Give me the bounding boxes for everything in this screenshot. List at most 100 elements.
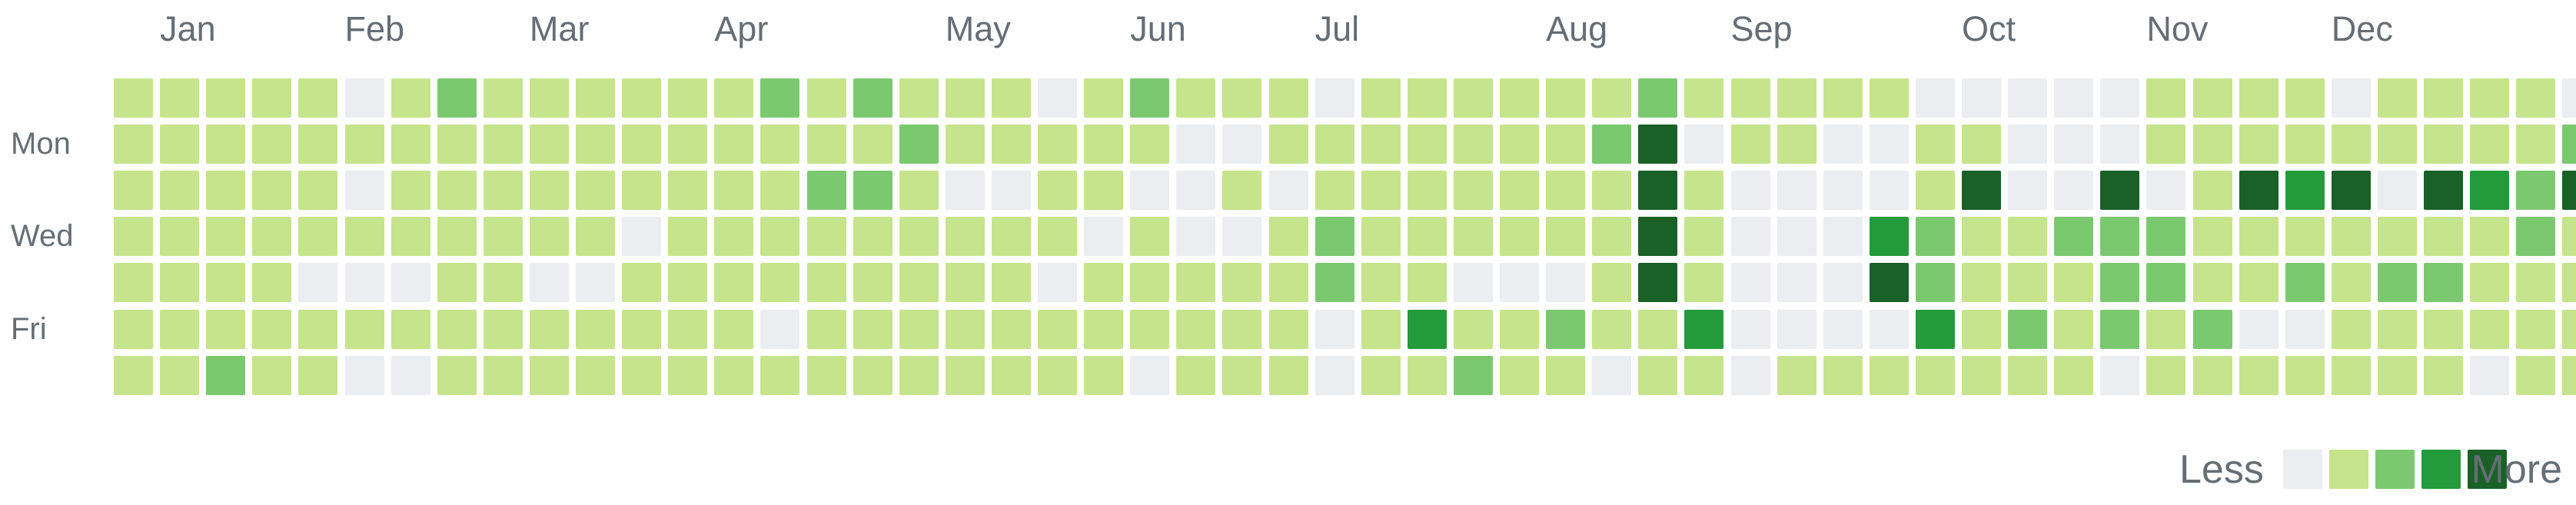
contribution-cell[interactable] — [1176, 217, 1215, 256]
contribution-cell[interactable] — [1962, 217, 2001, 256]
contribution-cell[interactable] — [1638, 217, 1677, 256]
contribution-cell[interactable] — [1084, 78, 1123, 118]
contribution-cell[interactable] — [807, 263, 846, 302]
contribution-cell[interactable] — [160, 263, 199, 302]
contribution-cell[interactable] — [2193, 125, 2232, 164]
contribution-cell[interactable] — [252, 356, 291, 395]
contribution-cell[interactable] — [2562, 356, 2576, 395]
contribution-cell[interactable] — [437, 310, 477, 349]
contribution-cell[interactable] — [1130, 356, 1169, 395]
contribution-cell[interactable] — [530, 217, 569, 256]
contribution-cell[interactable] — [2516, 125, 2555, 164]
contribution-cell[interactable] — [2146, 356, 2185, 395]
contribution-cell[interactable] — [2146, 263, 2185, 302]
contribution-cell[interactable] — [2332, 310, 2371, 349]
contribution-cell[interactable] — [298, 217, 337, 256]
contribution-cell[interactable] — [1500, 310, 1539, 349]
contribution-cell[interactable] — [345, 171, 384, 210]
contribution-cell[interactable] — [760, 310, 799, 349]
contribution-cell[interactable] — [1084, 310, 1123, 349]
contribution-cell[interactable] — [992, 217, 1031, 256]
contribution-cell[interactable] — [899, 356, 939, 395]
contribution-cell[interactable] — [1731, 263, 1770, 302]
contribution-cell[interactable] — [1823, 78, 1863, 118]
contribution-cell[interactable] — [1962, 78, 2001, 118]
contribution-cell[interactable] — [252, 125, 291, 164]
contribution-cell[interactable] — [1315, 310, 1354, 349]
contribution-cell[interactable] — [391, 310, 430, 349]
contribution-cell[interactable] — [206, 217, 245, 256]
contribution-cell[interactable] — [437, 171, 477, 210]
contribution-cell[interactable] — [1546, 310, 1585, 349]
contribution-cell[interactable] — [2562, 310, 2576, 349]
contribution-cell[interactable] — [1777, 171, 1816, 210]
contribution-cell[interactable] — [714, 78, 753, 118]
contribution-cell[interactable] — [2100, 217, 2139, 256]
contribution-cell[interactable] — [206, 356, 245, 395]
contribution-cell[interactable] — [1962, 171, 2001, 210]
contribution-cell[interactable] — [1222, 356, 1261, 395]
contribution-cell[interactable] — [530, 125, 569, 164]
contribution-cell[interactable] — [1500, 171, 1539, 210]
contribution-cell[interactable] — [1592, 263, 1631, 302]
contribution-cell[interactable] — [1731, 310, 1770, 349]
contribution-cell[interactable] — [1777, 78, 1816, 118]
contribution-cell[interactable] — [992, 263, 1031, 302]
contribution-cell[interactable] — [899, 263, 939, 302]
contribution-cell[interactable] — [1269, 263, 1308, 302]
contribution-cell[interactable] — [668, 356, 707, 395]
contribution-cell[interactable] — [853, 171, 892, 210]
contribution-cell[interactable] — [1038, 171, 1077, 210]
contribution-cell[interactable] — [668, 310, 707, 349]
contribution-cell[interactable] — [1916, 217, 1955, 256]
contribution-cell[interactable] — [1916, 125, 1955, 164]
contribution-cell[interactable] — [1592, 217, 1631, 256]
contribution-cell[interactable] — [2008, 78, 2047, 118]
contribution-cell[interactable] — [206, 310, 245, 349]
contribution-cell[interactable] — [2332, 171, 2371, 210]
contribution-cell[interactable] — [252, 171, 291, 210]
contribution-cell[interactable] — [2100, 171, 2139, 210]
contribution-cell[interactable] — [714, 217, 753, 256]
contribution-cell[interactable] — [622, 171, 661, 210]
contribution-cell[interactable] — [2378, 310, 2417, 349]
contribution-cell[interactable] — [2054, 310, 2093, 349]
contribution-cell[interactable] — [345, 217, 384, 256]
contribution-cell[interactable] — [2378, 217, 2417, 256]
contribution-cell[interactable] — [1408, 171, 1447, 210]
contribution-cell[interactable] — [1870, 217, 1909, 256]
contribution-cell[interactable] — [714, 263, 753, 302]
contribution-cell[interactable] — [2193, 263, 2232, 302]
contribution-cell[interactable] — [2054, 263, 2093, 302]
contribution-cell[interactable] — [1731, 171, 1770, 210]
contribution-cell[interactable] — [2193, 217, 2232, 256]
contribution-cell[interactable] — [1916, 263, 1955, 302]
contribution-cell[interactable] — [1684, 263, 1723, 302]
contribution-cell[interactable] — [1130, 310, 1169, 349]
contribution-cell[interactable] — [160, 125, 199, 164]
contribution-cell[interactable] — [2424, 78, 2463, 118]
contribution-cell[interactable] — [1361, 78, 1401, 118]
contribution-cell[interactable] — [2239, 78, 2279, 118]
contribution-cell[interactable] — [946, 356, 985, 395]
contribution-cell[interactable] — [2470, 217, 2509, 256]
contribution-cell[interactable] — [760, 78, 799, 118]
contribution-cell[interactable] — [853, 356, 892, 395]
contribution-cell[interactable] — [1823, 171, 1863, 210]
contribution-cell[interactable] — [1038, 263, 1077, 302]
contribution-cell[interactable] — [1546, 356, 1585, 395]
contribution-cell[interactable] — [1546, 125, 1585, 164]
contribution-cell[interactable] — [2424, 217, 2463, 256]
contribution-cell[interactable] — [576, 171, 615, 210]
contribution-cell[interactable] — [668, 171, 707, 210]
contribution-cell[interactable] — [1731, 217, 1770, 256]
contribution-cell[interactable] — [298, 263, 337, 302]
contribution-cell[interactable] — [1546, 217, 1585, 256]
contribution-cell[interactable] — [2378, 78, 2417, 118]
contribution-cell[interactable] — [622, 263, 661, 302]
contribution-cell[interactable] — [1638, 171, 1677, 210]
contribution-cell[interactable] — [576, 217, 615, 256]
contribution-cell[interactable] — [2146, 125, 2185, 164]
contribution-cell[interactable] — [160, 171, 199, 210]
contribution-cell[interactable] — [1638, 356, 1677, 395]
